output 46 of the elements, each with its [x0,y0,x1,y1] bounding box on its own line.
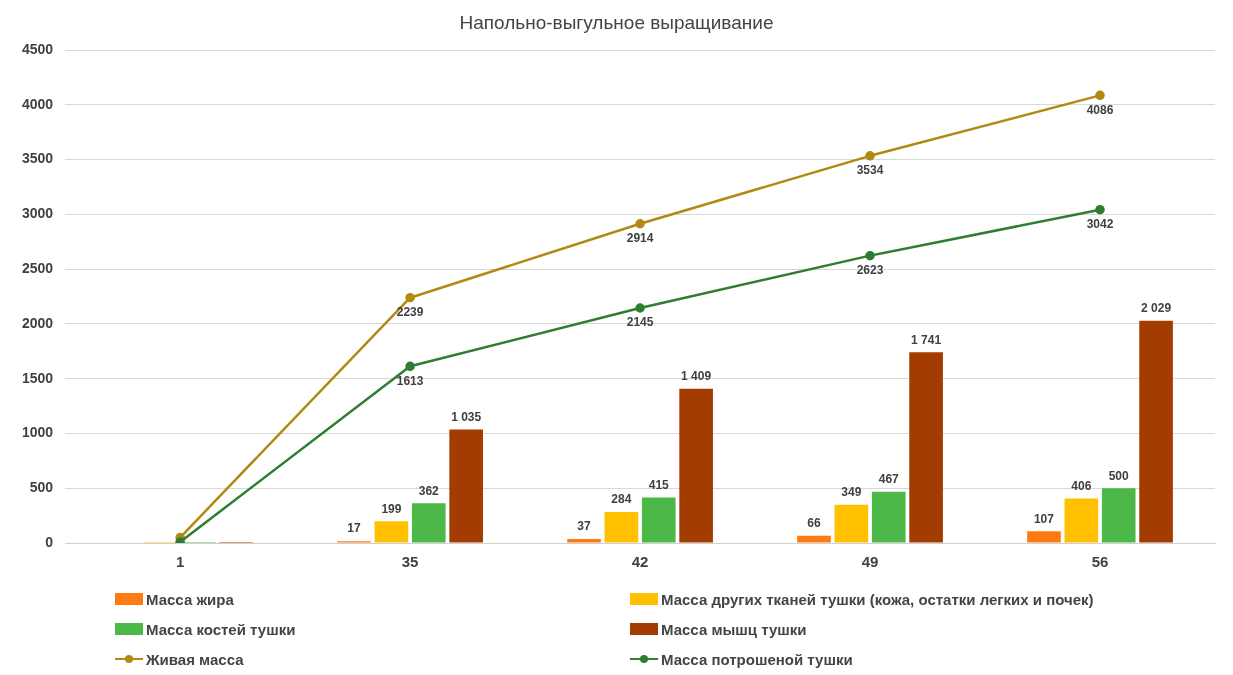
legend-label: Масса мышц тушки [661,620,807,638]
x-tick-label: 42 [631,553,649,571]
legend-label: Масса других тканей тушки (кожа, остатки легких и почек) [661,590,1094,608]
data-label: 2239 [396,305,424,320]
data-label: 2623 [856,262,884,277]
data-label: 17 [347,521,362,536]
data-label: 1613 [396,373,424,388]
x-tick-label: 1 [175,553,185,571]
y-tick-label: 3000 [21,205,54,222]
data-label: 66 [807,516,821,531]
legend-label: Масса костей тушки [146,620,296,638]
y-tick-label: 4500 [21,40,54,57]
legend-label: Живая масса [146,650,244,668]
x-tick-label: 49 [861,553,879,571]
data-label: 3042 [1086,217,1114,232]
x-tick-label: 35 [401,553,419,571]
chart-title: Напольно-выгульное выращивание [458,12,775,34]
legend-label: Масса потрошеной тушки [661,650,853,668]
data-label: 2914 [626,231,654,246]
data-label: 415 [648,477,670,492]
data-label: 349 [841,485,862,500]
data-label: 406 [1071,478,1092,493]
y-tick-label: 1500 [21,369,54,386]
legend-label: Масса жира [146,590,234,608]
data-label: 1 035 [451,409,482,424]
data-label: 2 029 [1141,301,1172,316]
y-tick-label: 2000 [21,314,54,331]
data-label: 500 [1108,468,1130,483]
data-label: 2145 [626,315,654,330]
data-label: 199 [381,501,402,516]
data-label: 467 [878,472,900,487]
data-label: 107 [1033,511,1055,526]
y-tick-label: 500 [29,479,54,496]
y-tick-label: 4000 [21,95,54,112]
y-tick-label: 0 [45,533,54,550]
data-label: 362 [418,483,440,498]
data-label: 1 409 [681,368,712,383]
data-label: 4086 [1086,102,1114,117]
data-label: 284 [611,492,632,507]
data-label: 37 [577,519,592,534]
y-tick-label: 2500 [21,259,54,276]
x-tick-label: 56 [1091,553,1109,571]
y-tick-label: 3500 [21,150,54,167]
data-label: 1 741 [911,332,942,347]
y-tick-label: 1000 [21,424,54,441]
data-label: 3534 [856,163,884,178]
